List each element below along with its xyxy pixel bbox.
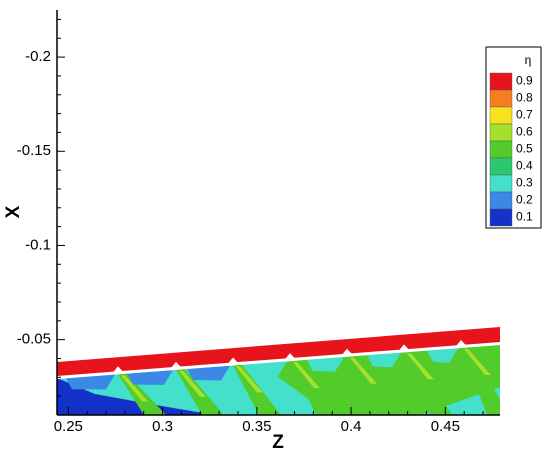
contour-field [57,327,500,415]
contour-region [179,370,206,397]
contour-region [293,362,320,389]
y-tick-label: -0.2 [25,48,51,65]
contour-region [427,348,458,363]
legend-swatch [489,72,513,91]
legend: η 0.9 0.8 0.7 0.6 0.5 0.4 0.3 0.2 0.1 [485,46,542,229]
legend-label: 0.8 [516,91,533,105]
legend-swatch [489,174,513,193]
contour-region [57,378,215,415]
contour-region [121,375,148,402]
legend-label: 0.4 [516,159,533,173]
contour-region [367,352,401,368]
y-tick-label: -0.1 [25,236,51,253]
contour-region [350,357,377,384]
contour-region [57,327,500,376]
contour-region [66,374,115,390]
legend-label: 0.5 [516,142,533,156]
y-axis-title: X [3,205,24,218]
y-tick-label: -0.05 [17,331,51,348]
x-tick-label: 0.3 [152,418,173,435]
legend-label: 0.2 [516,193,533,207]
x-tick-label: 0.4 [341,418,362,435]
legend-label: 0.9 [516,74,533,88]
contour-region [347,356,395,415]
axes: 0.25 0.3 0.35 0.4 0.45 -0.2 -0.15 -0.1 -0.05 [17,10,500,435]
contour-region [461,347,500,415]
contour-region [236,366,263,393]
legend-label: 0.6 [516,125,533,139]
legend-swatch [489,157,513,176]
x-tick-label: 0.35 [242,418,271,435]
legend-label: 0.1 [516,210,533,224]
contour-region [247,361,287,377]
contour-region [307,356,344,372]
contour-region [404,351,452,415]
legend-swatch [489,191,513,210]
legend-title: η [525,53,532,67]
x-axis-title: Z [272,432,284,453]
x-tick-label: 0.45 [431,418,460,435]
contour-region [464,348,491,375]
legend-label: 0.3 [516,176,533,190]
legend-swatch [489,123,513,142]
legend-swatch [489,140,513,159]
contour-region [407,353,434,380]
legend-label: 0.7 [516,108,533,122]
legend-swatch [489,106,513,125]
wall-edge [57,343,500,379]
contour-region [187,365,230,381]
legend-swatch [489,208,513,227]
contour-region [127,370,173,385]
legend-swatch [489,89,513,108]
y-tick-label: -0.15 [17,142,51,159]
x-tick-label: 0.25 [54,418,83,435]
